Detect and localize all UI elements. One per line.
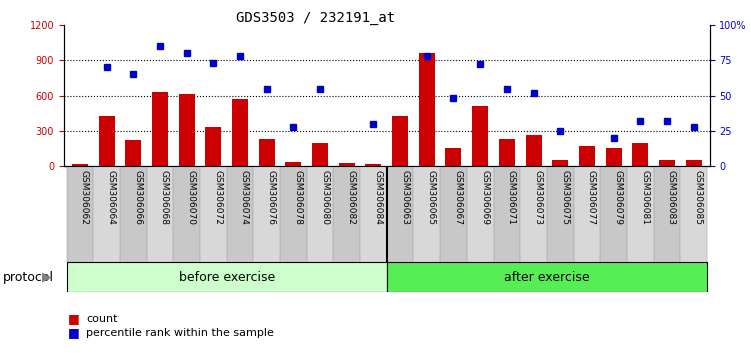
Bar (125, 141, 141, 166)
Text: GSM306072: GSM306072 (213, 170, 222, 225)
Bar (98, 116, 115, 166)
Bar (93, 166, 120, 262)
Bar (574, 166, 600, 262)
Bar (632, 143, 648, 166)
Bar (280, 166, 306, 262)
Bar (605, 148, 622, 166)
Bar (179, 95, 195, 166)
Text: count: count (86, 314, 118, 324)
Bar (253, 166, 280, 262)
Bar (440, 166, 467, 262)
Bar (312, 143, 328, 166)
Text: GSM306084: GSM306084 (373, 170, 382, 225)
Text: GSM306064: GSM306064 (107, 170, 116, 225)
Bar (360, 166, 387, 262)
Bar (333, 166, 360, 262)
Text: GSM306075: GSM306075 (560, 170, 569, 225)
Bar (419, 53, 435, 166)
Text: GSM306078: GSM306078 (294, 170, 303, 225)
Bar (285, 162, 301, 166)
Bar (200, 166, 227, 262)
Bar (467, 166, 493, 262)
Text: GSM306079: GSM306079 (614, 170, 623, 225)
Text: GSM306081: GSM306081 (641, 170, 650, 225)
Bar (67, 166, 93, 262)
Bar (205, 127, 222, 166)
Text: GSM306065: GSM306065 (427, 170, 436, 225)
Bar (680, 166, 707, 262)
Bar (552, 160, 569, 166)
Text: GSM306067: GSM306067 (454, 170, 463, 225)
Bar (227, 166, 253, 262)
Bar (520, 166, 547, 262)
Text: GSM306068: GSM306068 (160, 170, 169, 225)
Text: after exercise: after exercise (504, 270, 590, 284)
Bar (366, 164, 382, 166)
Text: GSM306082: GSM306082 (347, 170, 356, 225)
Text: GSM306073: GSM306073 (533, 170, 542, 225)
Text: ■: ■ (68, 326, 80, 339)
Bar (493, 166, 520, 262)
Bar (152, 92, 168, 166)
Bar (414, 166, 440, 262)
Bar (659, 160, 675, 166)
Bar (392, 116, 408, 166)
Text: GSM306066: GSM306066 (133, 170, 142, 225)
Bar (547, 166, 574, 262)
Bar (67, 262, 387, 292)
Bar (120, 166, 146, 262)
Text: GSM306083: GSM306083 (667, 170, 676, 225)
Bar (445, 148, 462, 166)
Text: protocol: protocol (3, 270, 54, 284)
Text: percentile rank within the sample: percentile rank within the sample (86, 328, 274, 338)
Bar (579, 146, 595, 166)
Bar (306, 166, 333, 262)
Text: GDS3503 / 232191_at: GDS3503 / 232191_at (236, 11, 395, 25)
Bar (72, 164, 88, 166)
Bar (339, 163, 354, 166)
Bar (232, 99, 248, 166)
Text: GSM306085: GSM306085 (694, 170, 703, 225)
Bar (173, 166, 200, 262)
Text: GSM306070: GSM306070 (186, 170, 195, 225)
Bar (499, 139, 515, 166)
Bar (258, 139, 275, 166)
Text: GSM306074: GSM306074 (240, 170, 249, 225)
Text: GSM306062: GSM306062 (80, 170, 89, 225)
Text: GSM306077: GSM306077 (587, 170, 596, 225)
Text: GSM306071: GSM306071 (507, 170, 516, 225)
Bar (526, 135, 541, 166)
Bar (686, 160, 701, 166)
Text: GSM306063: GSM306063 (400, 170, 409, 225)
Text: ■: ■ (68, 312, 80, 325)
Bar (472, 106, 488, 166)
Text: before exercise: before exercise (179, 270, 275, 284)
Text: GSM306069: GSM306069 (480, 170, 489, 225)
Text: GSM306080: GSM306080 (320, 170, 329, 225)
Bar (146, 166, 173, 262)
Bar (600, 166, 627, 262)
Text: ▶: ▶ (42, 270, 51, 284)
Bar (387, 166, 414, 262)
Bar (653, 166, 680, 262)
Bar (627, 166, 653, 262)
Bar (387, 262, 707, 292)
Text: GSM306076: GSM306076 (267, 170, 276, 225)
